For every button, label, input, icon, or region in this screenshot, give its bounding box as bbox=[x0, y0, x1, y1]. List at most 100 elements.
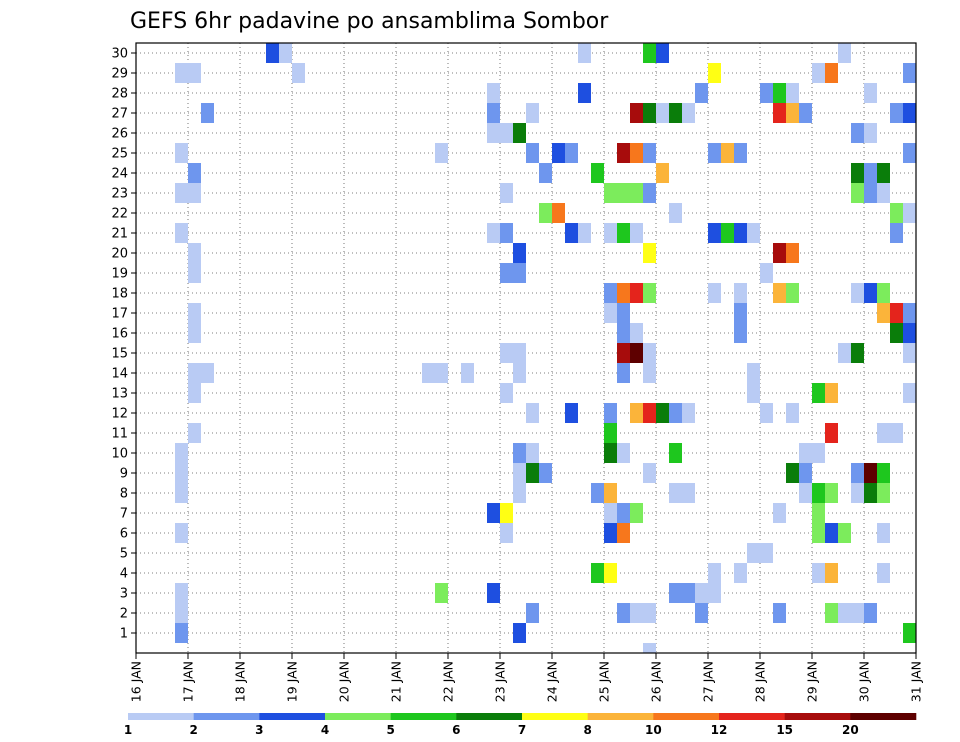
y-tick-label: 12 bbox=[111, 407, 128, 422]
heatmap-cell bbox=[903, 103, 916, 123]
heatmap-cell bbox=[643, 343, 656, 363]
heatmap-cell bbox=[513, 623, 526, 643]
heatmap-cell bbox=[695, 603, 708, 623]
heatmap-cell bbox=[669, 443, 682, 463]
x-tick-label: 27 JAN bbox=[701, 661, 716, 702]
heatmap-cell bbox=[864, 283, 877, 303]
heatmap-cell bbox=[721, 223, 734, 243]
heatmap-cell bbox=[292, 63, 305, 83]
x-tick-label: 24 JAN bbox=[545, 661, 560, 702]
heatmap-cell bbox=[864, 483, 877, 503]
heatmap-cell bbox=[695, 583, 708, 603]
heatmap-cell bbox=[513, 363, 526, 383]
colorbar-label: 3 bbox=[255, 723, 263, 737]
heatmap-cell bbox=[175, 463, 188, 483]
heatmap-cell bbox=[487, 123, 500, 143]
heatmap-cell bbox=[617, 223, 630, 243]
heatmap-cell bbox=[721, 143, 734, 163]
y-axis-ticks: 1234567891011121314151617181920212223242… bbox=[111, 47, 136, 642]
y-tick-label: 17 bbox=[111, 307, 128, 322]
heatmap-cell bbox=[890, 423, 903, 443]
heatmap-cell bbox=[604, 523, 617, 543]
heatmap-cell bbox=[851, 483, 864, 503]
y-tick-label: 20 bbox=[111, 247, 128, 262]
heatmap-cell bbox=[175, 223, 188, 243]
y-tick-label: 10 bbox=[111, 447, 128, 462]
heatmap-cell bbox=[890, 323, 903, 343]
y-tick-label: 18 bbox=[111, 287, 128, 302]
heatmap-cell bbox=[773, 103, 786, 123]
y-tick-label: 19 bbox=[111, 267, 128, 282]
heatmap-cell bbox=[201, 363, 214, 383]
heatmap-cell bbox=[604, 483, 617, 503]
heatmap-cell bbox=[851, 123, 864, 143]
y-tick-label: 8 bbox=[120, 487, 128, 502]
heatmap-cell bbox=[877, 303, 890, 323]
heatmap-cell bbox=[903, 203, 916, 223]
heatmap-cell bbox=[812, 443, 825, 463]
heatmap-cell bbox=[643, 463, 656, 483]
x-tick-label: 31 JAN bbox=[909, 661, 924, 702]
heatmap-cell bbox=[188, 323, 201, 343]
heatmap-cell bbox=[890, 203, 903, 223]
heatmap-cell bbox=[877, 163, 890, 183]
y-tick-label: 11 bbox=[111, 427, 128, 442]
y-tick-label: 5 bbox=[120, 547, 128, 562]
heatmap-cell bbox=[500, 523, 513, 543]
y-tick-label: 29 bbox=[111, 67, 128, 82]
colorbar-label: 12 bbox=[711, 723, 728, 737]
x-tick-label: 16 JAN bbox=[129, 661, 144, 702]
heatmap-cell bbox=[526, 463, 539, 483]
heatmap-cell bbox=[656, 163, 669, 183]
x-tick-label: 21 JAN bbox=[389, 661, 404, 702]
y-tick-label: 9 bbox=[120, 467, 128, 482]
heatmap-cell bbox=[591, 163, 604, 183]
heatmap-cell bbox=[188, 383, 201, 403]
heatmap-cell bbox=[760, 263, 773, 283]
x-tick-label: 20 JAN bbox=[337, 661, 352, 702]
heatmap-cell bbox=[188, 303, 201, 323]
heatmap-cell bbox=[773, 503, 786, 523]
colorbar-swatch bbox=[784, 713, 851, 720]
heatmap-cell bbox=[630, 283, 643, 303]
heatmap-cell bbox=[825, 523, 838, 543]
heatmap-cell bbox=[760, 543, 773, 563]
heatmap-cell bbox=[604, 183, 617, 203]
heatmap-cell bbox=[513, 123, 526, 143]
heatmap-cell bbox=[630, 323, 643, 343]
heatmap-cell bbox=[708, 143, 721, 163]
heatmap-cell bbox=[500, 383, 513, 403]
heatmap-cell bbox=[565, 403, 578, 423]
heatmap-cell bbox=[617, 603, 630, 623]
x-axis-ticks: 16 JAN 17 JAN 18 JAN 19 JAN 20 JAN 21 JAN 22 J… bbox=[129, 653, 924, 702]
colorbar-swatch bbox=[587, 713, 654, 720]
heatmap-cell bbox=[617, 323, 630, 343]
heatmap-cell bbox=[708, 583, 721, 603]
heatmap-cell bbox=[513, 483, 526, 503]
heatmap-cell bbox=[539, 463, 552, 483]
heatmap-cell bbox=[890, 303, 903, 323]
colorbar-label: 6 bbox=[452, 723, 460, 737]
x-tick-label: 29 JAN bbox=[805, 661, 820, 702]
heatmap-cell bbox=[786, 243, 799, 263]
y-tick-label: 28 bbox=[111, 87, 128, 102]
y-tick-label: 27 bbox=[111, 107, 128, 122]
x-tick-label: 26 JAN bbox=[649, 661, 664, 702]
x-tick-label: 19 JAN bbox=[285, 661, 300, 702]
heatmap-cell bbox=[617, 283, 630, 303]
y-tick-label: 30 bbox=[111, 47, 128, 62]
heatmap-cell bbox=[422, 363, 435, 383]
heatmap-cell bbox=[604, 503, 617, 523]
heatmap-cell bbox=[773, 243, 786, 263]
heatmap-cell bbox=[682, 483, 695, 503]
heatmap-cell bbox=[630, 183, 643, 203]
heatmap-cell bbox=[513, 463, 526, 483]
heatmap-cell bbox=[877, 563, 890, 583]
heatmap-cell bbox=[604, 283, 617, 303]
heatmap-cell bbox=[734, 563, 747, 583]
heatmap-cell bbox=[890, 103, 903, 123]
heatmap-cell bbox=[604, 303, 617, 323]
colorbar-swatch bbox=[456, 713, 523, 720]
heatmap-cell bbox=[747, 363, 760, 383]
y-tick-label: 26 bbox=[111, 127, 128, 142]
